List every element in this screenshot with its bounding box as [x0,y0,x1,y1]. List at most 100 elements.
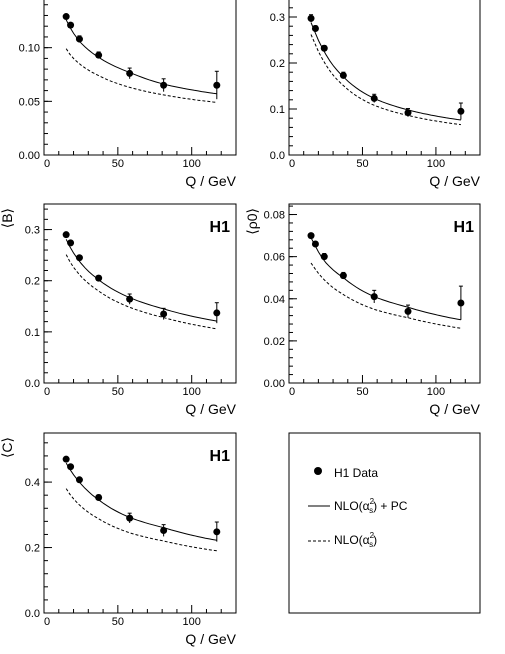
data-point [307,232,315,240]
y-tick-label: 0.00 [19,150,40,162]
y-tick-label: 0.05 [19,96,40,108]
chart-panel-5: 0 50 100 0.0 0.2 0.4 Q / GeV ⟨C⟩ H1 [0,432,237,647]
series-line-nlo [65,488,217,552]
plot-frame [43,432,237,614]
data-point [213,81,221,89]
series-line-nlo-pc [65,462,217,541]
data-point [126,295,134,303]
series-line-nlo [65,48,217,103]
data-point [126,69,134,77]
data-point [213,528,221,536]
x-tick-label: 0 [289,386,295,398]
series-line-nlo-pc [310,237,461,321]
y-tick-label: 0.0 [270,150,285,162]
chart-panel-2: 0 50 100 0.0 0.1 0.2 0.3 Q / GeV [270,0,481,189]
data-point [370,94,378,102]
x-axis-label: Q / GeV [185,173,236,189]
data-point [320,44,328,52]
y-tick-label: 0.4 [25,477,40,489]
x-axis-label: Q / GeV [185,631,236,647]
chart-panel-3: 0 50 100 0.0 0.1 0.2 0.3 Q / GeV ⟨B⟩ H1 [0,203,237,417]
x-axis-label: Q / GeV [429,173,480,189]
x-axis-label: Q / GeV [429,401,480,417]
x-tick-label: 50 [356,158,368,170]
data-point [339,272,347,280]
panel-title: H1 [210,448,231,465]
series-line-nlo [310,34,461,126]
plot-frame [288,203,481,384]
y-tick-label: 0.2 [25,276,40,288]
data-point [404,109,412,117]
data-point [62,231,70,239]
data-point [160,527,168,535]
y-tick-label: 0.0 [25,608,40,620]
data-point [126,514,134,522]
x-tick-label: 50 [356,386,368,398]
y-tick-label: 0.06 [264,252,285,264]
data-point [67,463,75,471]
x-tick-label: 100 [183,158,201,170]
chart-panel-4: 0 50 100 0.00 0.02 0.04 0.06 0.08 Q / GeV ⟨ρ0⟩ H1 [244,203,481,417]
data-point [75,254,83,262]
data-point [307,14,315,22]
series-line-nlo-pc [310,22,461,121]
x-tick-label: 100 [183,386,201,398]
y-axis-label: ⟨C⟩ [0,437,15,458]
legend-frame [288,432,481,614]
legend-box: H1 Data NLO(α2 s) + PC NLO(α2 s) [288,432,481,614]
data-point [320,253,328,261]
y-tick-label: 0.00 [264,378,285,390]
data-point [95,51,103,59]
data-point [62,13,70,21]
y-tick-label: 0.3 [25,225,40,237]
data-point [457,107,465,115]
x-tick-label: 50 [112,386,124,398]
panel-title: H1 [454,219,475,236]
legend-label-nlo-pc: NLO(α2 s) + PC [334,497,408,515]
data-point [62,455,70,463]
x-tick-label: 100 [183,616,201,628]
y-tick-label: 0.02 [264,336,285,348]
legend-label-nlo: NLO(α2 s) [334,531,377,549]
y-tick-label: 0.2 [25,543,40,555]
y-tick-label: 0.2 [270,58,285,70]
data-point [311,240,319,248]
plot-frame [43,203,237,384]
data-point [95,493,103,501]
data-point [370,293,378,301]
legend-marker-h1-data [314,467,322,475]
data-point [457,299,465,307]
x-tick-label: 0 [44,386,50,398]
data-point [75,35,83,43]
y-tick-label: 0.10 [19,43,40,55]
x-tick-label: 0 [44,616,50,628]
y-tick-label: 0.0 [25,378,40,390]
data-point [311,25,319,32]
y-axis-label: ⟨B⟩ [0,208,15,228]
y-tick-label: 0.1 [25,327,40,339]
x-tick-label: 50 [112,158,124,170]
y-tick-label: 0.04 [264,294,285,306]
y-tick-label: 0.1 [270,104,285,116]
data-point [95,274,103,282]
data-point [339,71,347,79]
data-point [75,476,83,484]
data-point [160,310,168,318]
series-line-nlo [310,262,461,329]
x-axis-label: Q / GeV [185,401,236,417]
x-tick-label: 50 [112,616,124,628]
x-tick-label: 0 [289,158,295,170]
data-point [67,239,75,247]
panel-title: H1 [210,219,231,236]
y-tick-label: 0.15 [19,0,40,1]
legend-label-h1-data: H1 Data [334,466,378,480]
x-tick-label: 100 [427,386,445,398]
data-point [160,81,168,89]
chart-panel-1: 0 50 100 0.00 0.05 0.10 0.15 Q / GeV [19,0,237,189]
plot-frame [288,0,481,156]
x-tick-label: 100 [427,158,445,170]
y-axis-label: ⟨ρ0⟩ [244,208,260,235]
data-point [67,21,75,29]
